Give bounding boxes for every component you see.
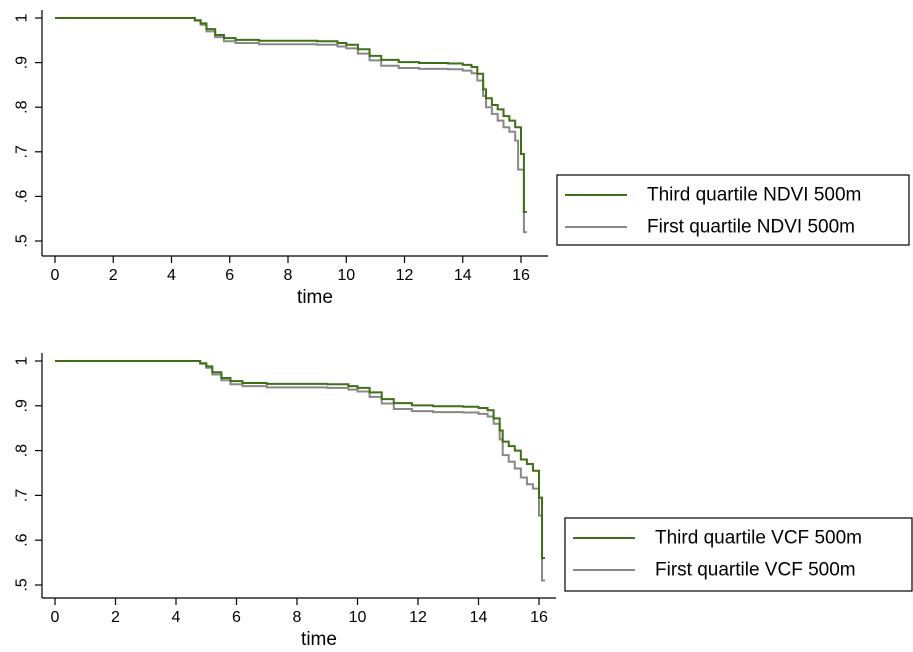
x-tick-label: 8 <box>284 267 293 284</box>
legend-label: First quartile NDVI 500m <box>647 217 855 238</box>
chart-panel-2: 0 2 4 6 8 10 12 14 16 .5 .6 .7 .8 .9 1 time Third quarti… <box>14 353 913 650</box>
y-tick-label: .7 <box>14 145 31 158</box>
x-tick-label: 10 <box>349 609 367 626</box>
y-tick-label: .5 <box>14 578 31 591</box>
y-tick-label: 1 <box>14 13 31 22</box>
x-tick-label: 0 <box>51 609 60 626</box>
x-tick-label: 14 <box>454 267 472 284</box>
x-tick-label: 10 <box>337 267 355 284</box>
y-tick-label: .7 <box>14 489 31 502</box>
legend-box <box>556 174 910 246</box>
legend-label: First quartile VCF 500m <box>655 560 856 581</box>
y-tick-label: .9 <box>14 399 31 412</box>
y-tick-label: 1 <box>14 356 31 365</box>
y-tick-label: .6 <box>14 533 31 546</box>
x-tick-label: 6 <box>232 609 241 626</box>
legend-label: Third quartile VCF 500m <box>655 528 862 549</box>
x-tick-label: 4 <box>172 609 181 626</box>
x-tick-label: 16 <box>512 267 530 284</box>
y-tick-label: .8 <box>14 444 31 457</box>
x-axis-title: time <box>297 287 333 308</box>
x-tick-label: 8 <box>293 609 302 626</box>
x-tick-label: 2 <box>109 267 118 284</box>
x-tick-label: 6 <box>225 267 234 284</box>
x-tick-label: 2 <box>111 609 120 626</box>
x-tick-label: 4 <box>167 267 176 284</box>
x-tick-label: 12 <box>409 609 427 626</box>
x-tick-label: 16 <box>530 609 548 626</box>
x-tick-label: 0 <box>51 267 60 284</box>
y-tick-label: .6 <box>14 190 31 203</box>
x-tick-label: 12 <box>396 267 414 284</box>
y-tick-label: .8 <box>14 100 31 113</box>
series-line-2 <box>55 17 527 234</box>
chart-panel-1: 0 2 4 6 8 10 12 14 16 .5 .6 .7 .8 .9 1 time Third quarti… <box>14 10 910 308</box>
x-axis-title: time <box>301 629 337 650</box>
series-line-1 <box>55 360 546 560</box>
legend-box <box>564 517 913 592</box>
y-tick-label: .9 <box>14 56 31 69</box>
series-line-1 <box>55 17 527 214</box>
x-tick-label: 14 <box>470 609 488 626</box>
legend-label: Third quartile NDVI 500m <box>647 185 861 206</box>
series-line-2 <box>55 360 546 582</box>
y-tick-label: .5 <box>14 234 31 247</box>
